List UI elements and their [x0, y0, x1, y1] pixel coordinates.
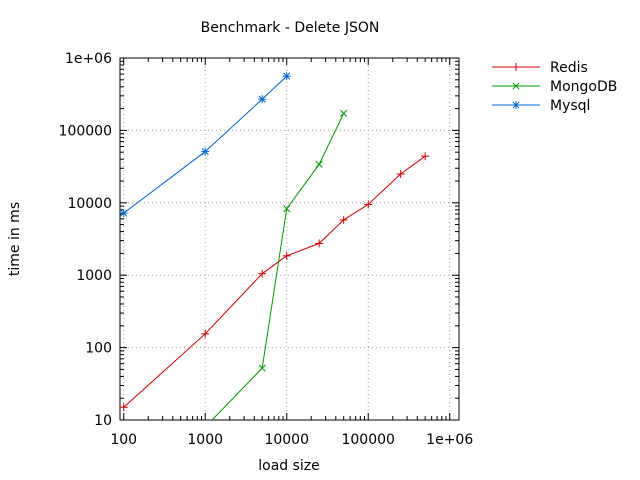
data-point-redis — [120, 403, 128, 412]
marker-stroke — [512, 101, 520, 109]
series-mongodb — [211, 109, 348, 420]
data-point-redis — [396, 169, 405, 178]
x-tick-labels: 100 1000 10000 100000 1e+06 — [110, 432, 473, 448]
data-point-mysql — [282, 72, 291, 81]
y-tick-label: 100000 — [59, 123, 112, 139]
data-point-redis — [201, 329, 210, 338]
series-line-mysql — [123, 75, 288, 214]
y-tick-label: 10 — [94, 413, 112, 429]
marker-stroke — [512, 82, 520, 90]
axis-ticks — [119, 57, 459, 421]
data-point-mongodb — [315, 160, 323, 168]
y-tick-labels: 10 100 1000 10000 100000 1e+06 — [59, 51, 113, 429]
plot-frame — [119, 57, 460, 421]
marker-stroke — [315, 160, 323, 168]
series-mysql — [120, 72, 291, 218]
data-point-mysql — [201, 147, 210, 156]
data-point-mongodb — [283, 205, 291, 213]
marker-stroke — [201, 148, 209, 156]
y-tick-label: 1e+06 — [65, 51, 112, 67]
grid-lines — [120, 58, 459, 420]
x-tick-label: 100 — [110, 432, 137, 448]
legend-label-redis: Redis — [550, 60, 588, 76]
x-axis-label: load size — [258, 458, 320, 474]
data-point-redis — [421, 152, 430, 161]
legend-label-mysql: Mysql — [550, 98, 590, 114]
legend-entry-mongodb: MongoDB — [492, 79, 617, 95]
data-point-mysql — [258, 95, 267, 104]
y-axis-label: time in ms — [7, 202, 23, 276]
data-point-redis — [339, 215, 348, 224]
legend-entry-redis: Redis — [492, 60, 588, 76]
series-layer — [120, 72, 430, 420]
legend-marker-redis — [512, 63, 520, 71]
data-point-mongodb — [340, 109, 348, 117]
marker-stroke — [120, 209, 128, 217]
series-redis — [120, 152, 430, 412]
legend-entry-mysql: Mysql — [492, 98, 590, 114]
marker-stroke — [283, 205, 291, 213]
legend: Redis MongoDB Mysql — [492, 60, 617, 114]
data-point-mongodb — [258, 364, 266, 372]
marker-stroke — [258, 95, 266, 103]
x-tick-label: 10000 — [264, 432, 309, 448]
marker-stroke — [283, 72, 291, 80]
y-tick-label: 1000 — [76, 268, 112, 284]
marker-stroke — [258, 364, 266, 372]
chart-title: Benchmark - Delete JSON — [201, 20, 380, 36]
x-tick-label: 1e+06 — [426, 432, 473, 448]
data-point-redis — [258, 269, 267, 278]
marker-stroke — [340, 109, 348, 117]
data-point-redis — [364, 200, 373, 209]
y-tick-label: 100 — [85, 341, 112, 357]
legend-label-mongodb: MongoDB — [550, 79, 617, 95]
data-point-mysql — [120, 209, 128, 218]
data-point-redis — [315, 239, 324, 248]
legend-marker-mysql — [512, 101, 520, 109]
x-tick-label: 1000 — [187, 432, 223, 448]
legend-marker-mongodb — [512, 82, 520, 90]
x-tick-label: 100000 — [341, 432, 394, 448]
y-tick-label: 10000 — [67, 196, 112, 212]
data-point-redis — [282, 251, 291, 260]
